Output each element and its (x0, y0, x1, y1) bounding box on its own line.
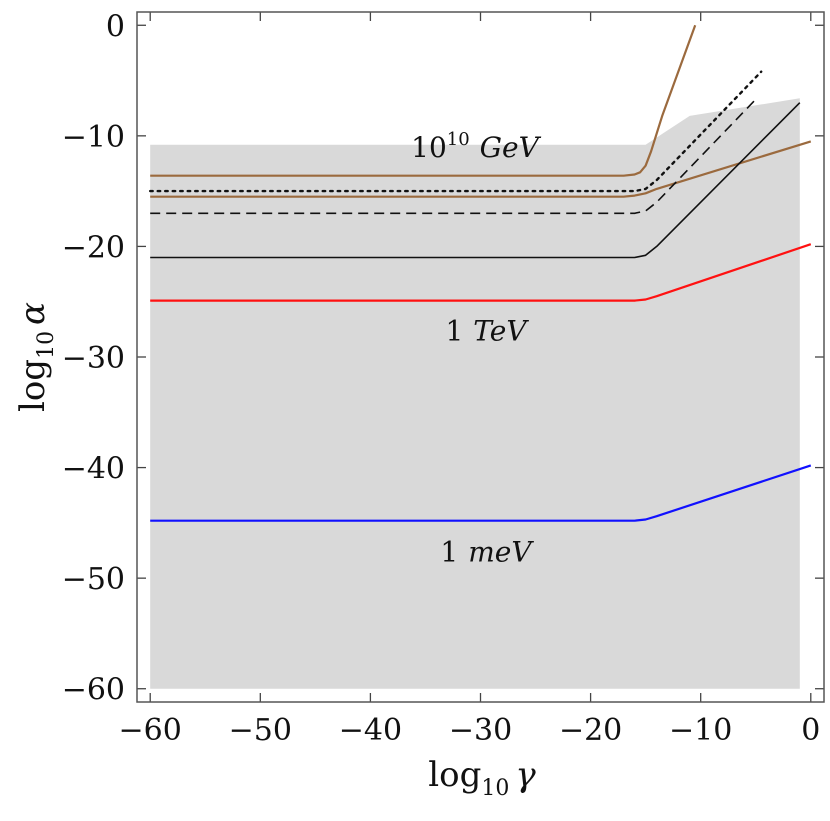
x-tick-label: −20 (559, 713, 622, 748)
annotation-unit: GeV (480, 131, 542, 164)
x-axis-label-sub: 10 (481, 776, 509, 801)
plot-frame (136, 11, 825, 703)
y-tick-label: −50 (62, 562, 125, 597)
y-axis-label-log: log (13, 359, 53, 412)
y-axis-label-var: α (13, 302, 53, 325)
annotation-number: 10 (411, 131, 447, 164)
x-tick-label: 0 (801, 713, 820, 748)
x-tick-label: −30 (449, 713, 512, 748)
x-axis-label-var: γ (515, 755, 536, 795)
annot-10-10-gev: 1010 GeV (411, 129, 541, 164)
axis-ticks (137, 12, 824, 702)
x-axis-label: log10 γ (428, 755, 536, 801)
series-line-brown-shallow (150, 140, 812, 198)
annotations: 1010 GeV 1 TeV 1 meV (411, 129, 541, 569)
y-tick-label: −20 (62, 230, 125, 265)
y-tick-label: −10 (62, 120, 125, 155)
y-tick-label: −60 (62, 673, 125, 708)
series-line-dashed (150, 98, 757, 215)
series-line-brown-steep (150, 24, 697, 177)
annotation-number: 1 (445, 314, 463, 347)
annot-1-tev: 1 TeV (445, 314, 529, 347)
x-tick-label: −50 (229, 713, 292, 748)
annotation-exponent: 10 (447, 129, 470, 150)
tick-labels: −60 −50 −40 −30 −20 −10 0 −60 −50 −40 −30 −20 −10 0 (62, 9, 821, 748)
series-line-1-mev (150, 464, 812, 522)
series-line-1-tev (150, 243, 812, 302)
plot-area (149, 24, 812, 689)
annot-1-mev: 1 meV (440, 536, 534, 569)
shaded-region (150, 98, 800, 689)
x-tick-label: −40 (339, 713, 402, 748)
y-tick-label: −30 (62, 341, 125, 376)
annotation-number: 1 (440, 536, 458, 569)
x-axis-label-log: log (428, 755, 481, 795)
series-line-dotted (149, 70, 763, 193)
series-line-black-solid (150, 102, 801, 259)
y-tick-label: −40 (62, 452, 125, 487)
y-axis-label-sub: 10 (34, 331, 59, 359)
annotation-unit: TeV (473, 314, 529, 347)
annotation-unit: meV (468, 536, 534, 569)
y-tick-label: 0 (106, 9, 125, 44)
x-tick-label: −60 (119, 713, 182, 748)
y-axis-label: log10 α (13, 302, 59, 412)
x-tick-label: −10 (669, 713, 732, 748)
